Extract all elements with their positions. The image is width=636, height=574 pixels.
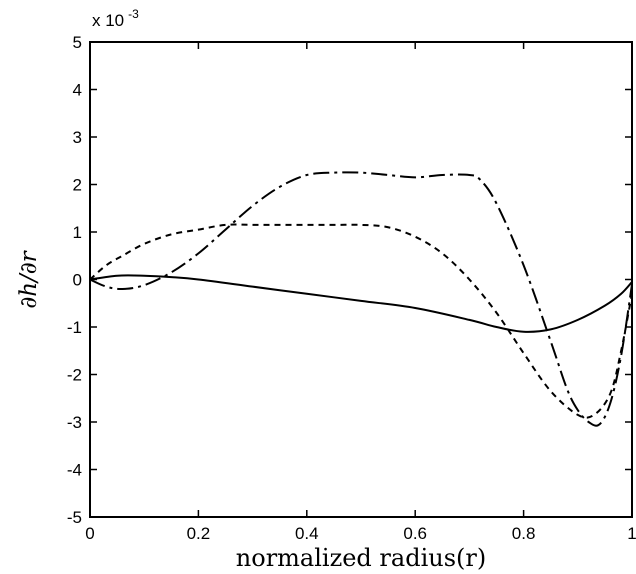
series-line-dashdot <box>89 171 633 427</box>
y-tick-label: -5 <box>67 508 82 527</box>
y-tick-label: -3 <box>67 413 82 432</box>
x-tick-label: 1 <box>627 524 636 543</box>
y-tick-label: 5 <box>73 33 82 52</box>
y-multiplier: x 10 -3 <box>92 7 139 30</box>
y-axis-label: ∂h/∂r <box>16 249 42 308</box>
y-tick-label: 4 <box>73 81 82 100</box>
series-layer <box>89 171 633 427</box>
y-tick-label: -2 <box>67 366 82 385</box>
y-tick-label: 2 <box>73 176 82 195</box>
plot-frame <box>89 41 633 518</box>
y-multiplier-base: x 10 <box>92 11 124 30</box>
x-tick-label: 0.6 <box>403 524 427 543</box>
y-multiplier-exponent: -3 <box>128 7 139 21</box>
x-axis-label: normalized radius(r) <box>236 544 486 572</box>
y-tick-label: 3 <box>73 128 82 147</box>
x-tick-label: 0.8 <box>512 524 536 543</box>
ticks-layer: 0 0.2 0.4 0.6 0.8 1 -5 -4 -3 -2 -1 0 1 2 3 4 5 <box>67 33 636 543</box>
x-tick-label: 0.4 <box>295 524 319 543</box>
y-tick-label: -1 <box>67 318 82 337</box>
x-tick-label: 0.2 <box>187 524 211 543</box>
y-tick-label: 0 <box>73 271 82 290</box>
x-tick-label: 0 <box>85 524 94 543</box>
y-tick-label: 1 <box>73 223 82 242</box>
y-tick-label: -4 <box>67 461 82 480</box>
series-line-solid <box>89 274 633 333</box>
series-line-dashed <box>89 223 633 419</box>
